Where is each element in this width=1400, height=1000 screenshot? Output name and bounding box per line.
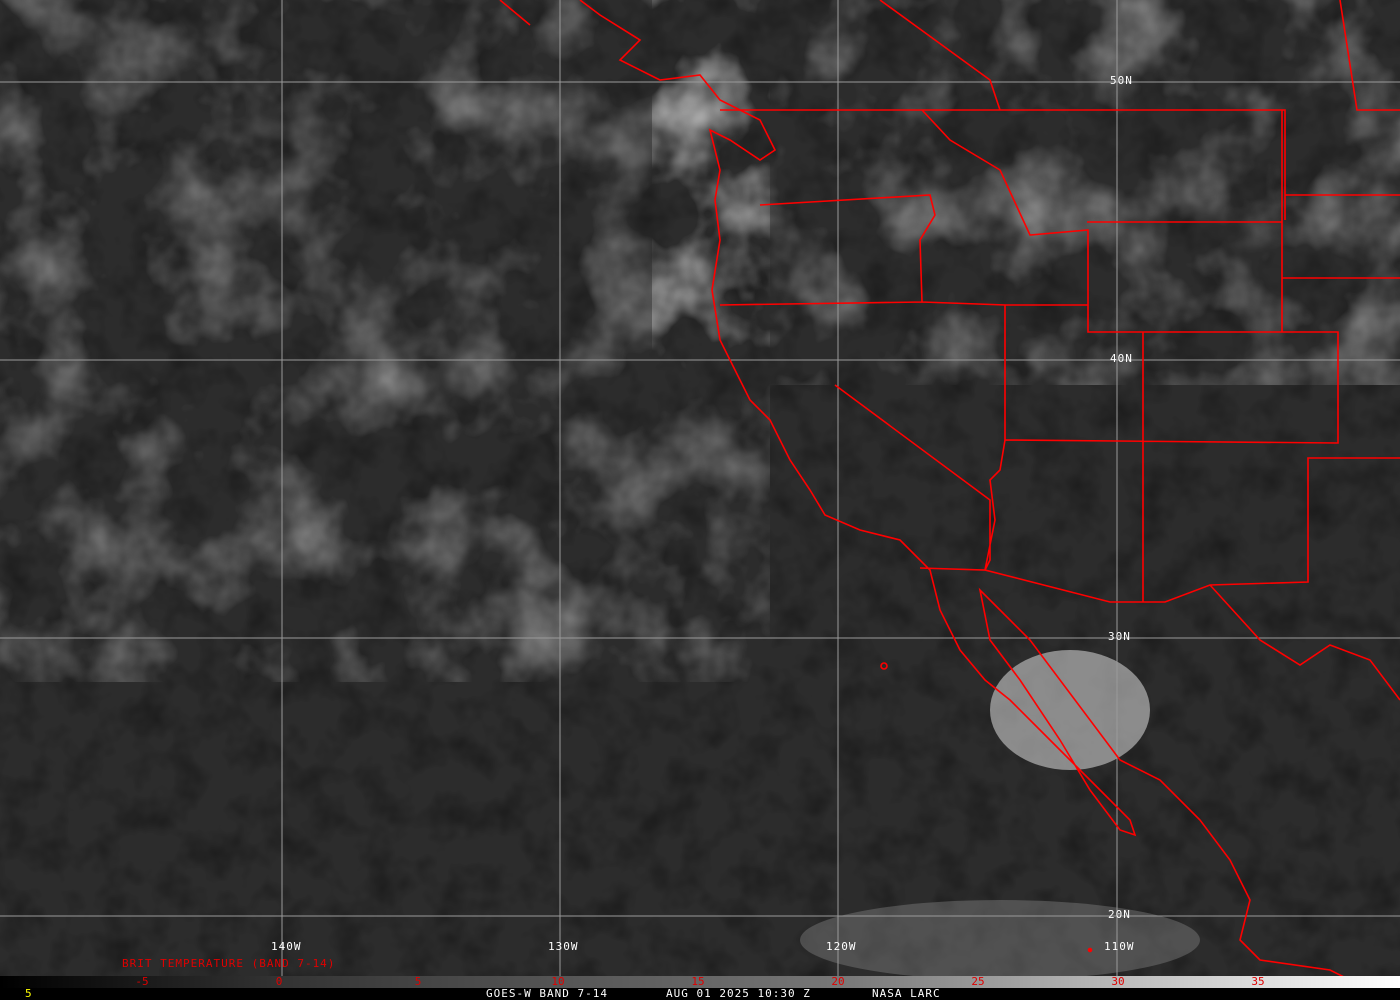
lat-label-20n: 20N bbox=[1108, 908, 1131, 921]
timestamp: AUG 01 2025 10:30 Z bbox=[666, 987, 811, 1000]
info-bar: 5 GOES-W BAND 7-14 AUG 01 2025 10:30 Z N… bbox=[0, 987, 1400, 1000]
source-label: NASA LARC bbox=[872, 987, 941, 1000]
lat-lon-grid bbox=[0, 0, 1400, 976]
island-small bbox=[1087, 947, 1093, 953]
lon-label-110w: 110W bbox=[1104, 940, 1135, 953]
lon-label-140w: 140W bbox=[271, 940, 302, 953]
colorbar-tick: -5 bbox=[135, 975, 149, 988]
colorbar bbox=[0, 976, 1400, 988]
product-title: GOES-W BAND 7-14 bbox=[486, 987, 608, 1000]
lat-label-40n: 40N bbox=[1110, 352, 1133, 365]
cloud-baja bbox=[990, 650, 1150, 770]
lat-label-30n: 30N bbox=[1108, 630, 1131, 643]
cloud-south bbox=[800, 900, 1200, 980]
colorbar-tick: 25 bbox=[971, 975, 985, 988]
state-borders bbox=[719, 0, 1400, 701]
clouds-west bbox=[0, 0, 700, 620]
colorbar-tick: 35 bbox=[1251, 975, 1265, 988]
lat-label-50n: 50N bbox=[1110, 74, 1133, 87]
colorbar-label: BRIT TEMPERATURE (BAND 7-14) bbox=[122, 957, 336, 970]
political-borders bbox=[499, 0, 1400, 986]
lon-label-130w: 130W bbox=[548, 940, 579, 953]
colorbar-tick: 0 bbox=[275, 975, 283, 988]
frame-number: 5 bbox=[25, 987, 33, 1000]
colorbar-tick: 5 bbox=[414, 975, 422, 988]
island bbox=[880, 662, 888, 670]
coastline bbox=[499, 0, 1361, 986]
clouds-north bbox=[720, 0, 1400, 350]
colorbar-tick: 15 bbox=[691, 975, 705, 988]
colorbar-tick: 20 bbox=[831, 975, 845, 988]
colorbar-tick: 10 bbox=[551, 975, 565, 988]
lon-label-120w: 120W bbox=[826, 940, 857, 953]
colorbar-tick: 30 bbox=[1111, 975, 1125, 988]
